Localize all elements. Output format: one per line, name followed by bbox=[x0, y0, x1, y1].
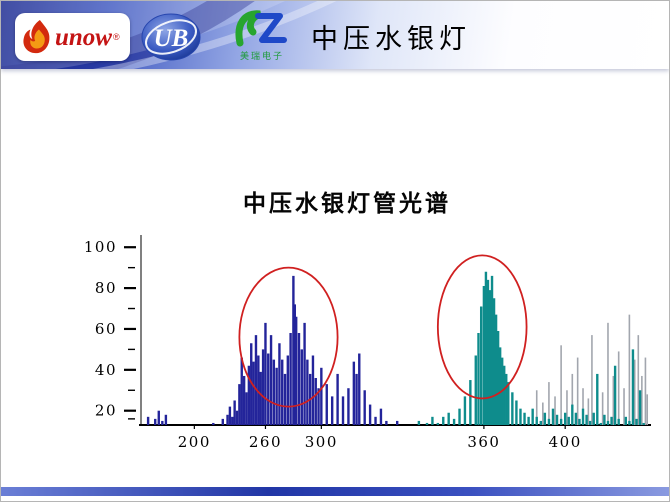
registered-mark-icon: ® bbox=[112, 32, 120, 42]
sunow-logo: unow ® bbox=[15, 13, 130, 61]
y-tick-label: 60 bbox=[95, 320, 117, 338]
sunow-logo-text: unow bbox=[55, 23, 112, 51]
ub-logo-icon: UB bbox=[141, 13, 201, 61]
x-tick-label: 200 bbox=[178, 433, 211, 451]
x-tick-label: 360 bbox=[467, 433, 500, 451]
x-tick-label: 400 bbox=[549, 433, 582, 451]
chart-title: 中压水银灯管光谱 bbox=[243, 191, 451, 216]
meirui-logo: 美瑞电子 bbox=[225, 7, 299, 62]
y-tick-label: 100 bbox=[84, 238, 117, 256]
meirui-caption: 美瑞电子 bbox=[239, 51, 284, 61]
meirui-logo-icon bbox=[235, 10, 287, 47]
header-band: unow ® UB 美瑞 bbox=[1, 1, 669, 69]
x-tick-label: 300 bbox=[305, 433, 338, 451]
y-tick-label: 80 bbox=[95, 279, 117, 297]
slide-title: 中压水银灯 bbox=[311, 24, 471, 54]
x-tick-label: 260 bbox=[249, 433, 282, 451]
annotation-ellipse bbox=[238, 266, 339, 408]
footer-bar bbox=[1, 487, 669, 496]
ub-logo-text: UB bbox=[154, 25, 189, 52]
ub-logo: UB bbox=[139, 11, 203, 68]
spectrum-chart: 20 40 60 80 100 200 260 300 360 400 bbox=[84, 235, 651, 451]
annotation-ellipse bbox=[436, 254, 528, 400]
y-tick-label: 40 bbox=[95, 361, 117, 379]
flame-icon bbox=[23, 20, 50, 54]
y-tick-label: 20 bbox=[95, 402, 117, 420]
